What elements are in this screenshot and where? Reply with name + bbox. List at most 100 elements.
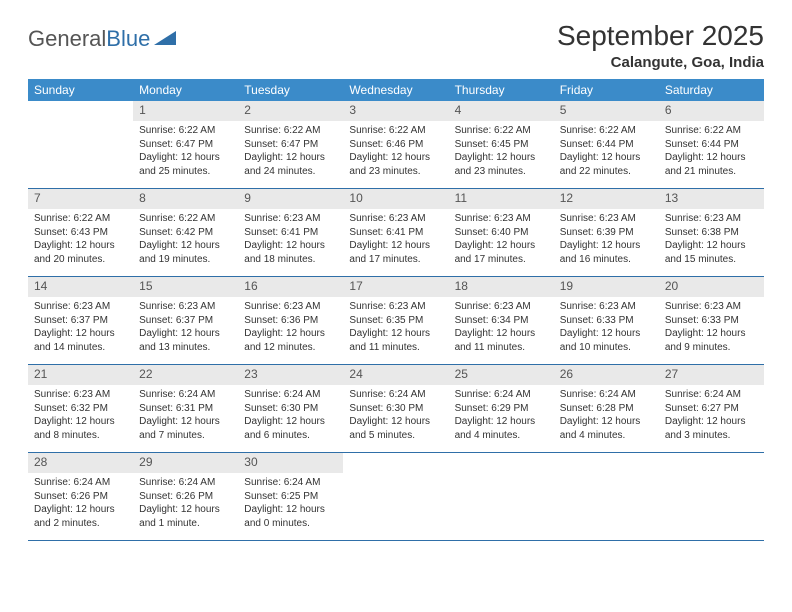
daylight-text: Daylight: 12 hours and 23 minutes. <box>455 151 548 178</box>
day-cell: Sunrise: 6:23 AMSunset: 6:33 PMDaylight:… <box>554 297 659 365</box>
sunrise-text: Sunrise: 6:23 AM <box>455 300 548 314</box>
sunset-text: Sunset: 6:44 PM <box>665 138 758 152</box>
logo: GeneralBlue <box>28 26 176 52</box>
daylight-text: Daylight: 12 hours and 22 minutes. <box>560 151 653 178</box>
sunset-text: Sunset: 6:29 PM <box>455 402 548 416</box>
logo-text: GeneralBlue <box>28 26 150 52</box>
daylight-text: Daylight: 12 hours and 13 minutes. <box>139 327 232 354</box>
daylight-text: Daylight: 12 hours and 11 minutes. <box>349 327 442 354</box>
daylight-text: Daylight: 12 hours and 10 minutes. <box>560 327 653 354</box>
sunrise-text: Sunrise: 6:22 AM <box>244 124 337 138</box>
day-cell: Sunrise: 6:22 AMSunset: 6:43 PMDaylight:… <box>28 209 133 277</box>
day-cell: Sunrise: 6:24 AMSunset: 6:26 PMDaylight:… <box>28 473 133 541</box>
day-number: 9 <box>238 189 343 210</box>
day-number: 13 <box>659 189 764 210</box>
weekday-header: Thursday <box>449 79 554 101</box>
day-number-row: 282930 <box>28 453 764 474</box>
daylight-text: Daylight: 12 hours and 17 minutes. <box>455 239 548 266</box>
daylight-text: Daylight: 12 hours and 11 minutes. <box>455 327 548 354</box>
sunrise-text: Sunrise: 6:22 AM <box>665 124 758 138</box>
sunrise-text: Sunrise: 6:24 AM <box>244 388 337 402</box>
daylight-text: Daylight: 12 hours and 25 minutes. <box>139 151 232 178</box>
day-cell: Sunrise: 6:22 AMSunset: 6:47 PMDaylight:… <box>238 121 343 189</box>
daylight-text: Daylight: 12 hours and 18 minutes. <box>244 239 337 266</box>
sunrise-text: Sunrise: 6:24 AM <box>560 388 653 402</box>
day-number: 1 <box>133 101 238 121</box>
day-number <box>659 453 764 474</box>
day-number: 30 <box>238 453 343 474</box>
day-cell: Sunrise: 6:23 AMSunset: 6:41 PMDaylight:… <box>343 209 448 277</box>
day-number <box>554 453 659 474</box>
daylight-text: Daylight: 12 hours and 4 minutes. <box>560 415 653 442</box>
sunrise-text: Sunrise: 6:23 AM <box>244 300 337 314</box>
day-number: 21 <box>28 365 133 386</box>
day-cell: Sunrise: 6:22 AMSunset: 6:47 PMDaylight:… <box>133 121 238 189</box>
day-cell: Sunrise: 6:24 AMSunset: 6:26 PMDaylight:… <box>133 473 238 541</box>
sunset-text: Sunset: 6:40 PM <box>455 226 548 240</box>
day-number: 14 <box>28 277 133 298</box>
day-number: 6 <box>659 101 764 121</box>
day-cell: Sunrise: 6:22 AMSunset: 6:46 PMDaylight:… <box>343 121 448 189</box>
day-cell: Sunrise: 6:23 AMSunset: 6:37 PMDaylight:… <box>133 297 238 365</box>
day-number: 11 <box>449 189 554 210</box>
day-cell <box>343 473 448 541</box>
sunset-text: Sunset: 6:46 PM <box>349 138 442 152</box>
day-cell: Sunrise: 6:23 AMSunset: 6:36 PMDaylight:… <box>238 297 343 365</box>
day-number: 26 <box>554 365 659 386</box>
sunrise-text: Sunrise: 6:23 AM <box>665 300 758 314</box>
day-cell: Sunrise: 6:22 AMSunset: 6:44 PMDaylight:… <box>659 121 764 189</box>
sunset-text: Sunset: 6:36 PM <box>244 314 337 328</box>
sunrise-text: Sunrise: 6:22 AM <box>349 124 442 138</box>
sunset-text: Sunset: 6:41 PM <box>349 226 442 240</box>
day-content-row: Sunrise: 6:23 AMSunset: 6:37 PMDaylight:… <box>28 297 764 365</box>
day-number: 4 <box>449 101 554 121</box>
day-content-row: Sunrise: 6:24 AMSunset: 6:26 PM Daylight:… <box>28 473 764 541</box>
sunrise-text: Sunrise: 6:23 AM <box>244 212 337 226</box>
title-block: September 2025 Calangute, Goa, India <box>557 20 764 71</box>
day-number: 15 <box>133 277 238 298</box>
day-number: 22 <box>133 365 238 386</box>
day-number: 7 <box>28 189 133 210</box>
day-cell: Sunrise: 6:24 AMSunset: 6:28 PMDaylight:… <box>554 385 659 453</box>
daylight-text: Daylight: 12 hours and 14 minutes. <box>34 327 127 354</box>
day-number <box>28 101 133 121</box>
daylight-text: Daylight: 12 hours and 3 minutes. <box>665 415 758 442</box>
day-number: 27 <box>659 365 764 386</box>
sunrise-text: Sunrise: 6:23 AM <box>34 388 127 402</box>
day-number: 17 <box>343 277 448 298</box>
sunset-text: Sunset: 6:26 PM <box>34 490 127 504</box>
weekday-header-row: SundayMondayTuesdayWednesdayThursdayFrid… <box>28 79 764 101</box>
day-cell: Sunrise: 6:23 AMSunset: 6:34 PMDaylight:… <box>449 297 554 365</box>
day-number: 8 <box>133 189 238 210</box>
daylight-text: Daylight: 12 hours and 0 minutes. <box>244 503 337 530</box>
day-cell: Sunrise: 6:24 AMSunset: 6:25 PMDaylight:… <box>238 473 343 541</box>
sunrise-text: Sunrise: 6:24 AM <box>139 388 232 402</box>
day-number: 24 <box>343 365 448 386</box>
day-cell: Sunrise: 6:23 AMSunset: 6:32 PMDaylight:… <box>28 385 133 453</box>
sunset-text: Sunset: 6:28 PM <box>560 402 653 416</box>
weekday-header: Saturday <box>659 79 764 101</box>
day-number <box>449 453 554 474</box>
day-cell <box>449 473 554 541</box>
header: GeneralBlue September 2025 Calangute, Go… <box>28 20 764 71</box>
day-cell: Sunrise: 6:22 AMSunset: 6:45 PMDaylight:… <box>449 121 554 189</box>
sunset-text: Sunset: 6:47 PM <box>244 138 337 152</box>
day-content-row: Sunrise: 6:22 AMSunset: 6:47 PMDaylight:… <box>28 121 764 189</box>
day-cell: Sunrise: 6:24 AMSunset: 6:31 PMDaylight:… <box>133 385 238 453</box>
day-number: 3 <box>343 101 448 121</box>
sunset-text: Sunset: 6:47 PM <box>139 138 232 152</box>
sunset-text: Sunset: 6:39 PM <box>560 226 653 240</box>
day-cell: Sunrise: 6:23 AMSunset: 6:33 PMDaylight:… <box>659 297 764 365</box>
sunset-text: Sunset: 6:27 PM <box>665 402 758 416</box>
day-cell <box>28 121 133 189</box>
sunset-text: Sunset: 6:37 PM <box>139 314 232 328</box>
daylight-text: Daylight: 12 hours and 12 minutes. <box>244 327 337 354</box>
sunset-text: Sunset: 6:38 PM <box>665 226 758 240</box>
daylight-text: Daylight: 12 hours and 17 minutes. <box>349 239 442 266</box>
daylight-text: Daylight: 12 hours and 1 minute. <box>139 503 232 530</box>
location-label: Calangute, Goa, India <box>557 54 764 71</box>
sunrise-text: Sunrise: 6:22 AM <box>139 124 232 138</box>
sunrise-text: Sunrise: 6:24 AM <box>34 476 127 490</box>
day-number: 29 <box>133 453 238 474</box>
day-number: 20 <box>659 277 764 298</box>
